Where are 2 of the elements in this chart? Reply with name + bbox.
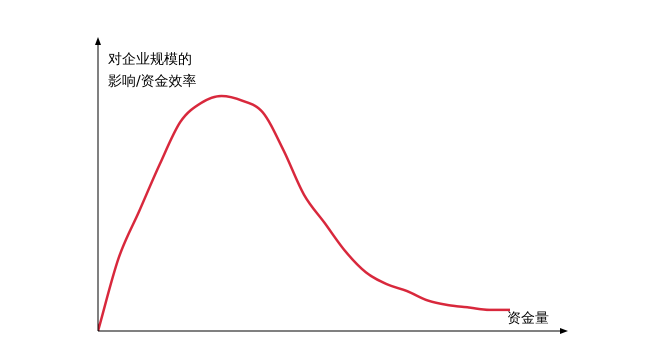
y-axis-title: 对企业规模的影响/资金效率 xyxy=(108,52,197,90)
x-axis-title: 资金量 xyxy=(507,310,549,327)
